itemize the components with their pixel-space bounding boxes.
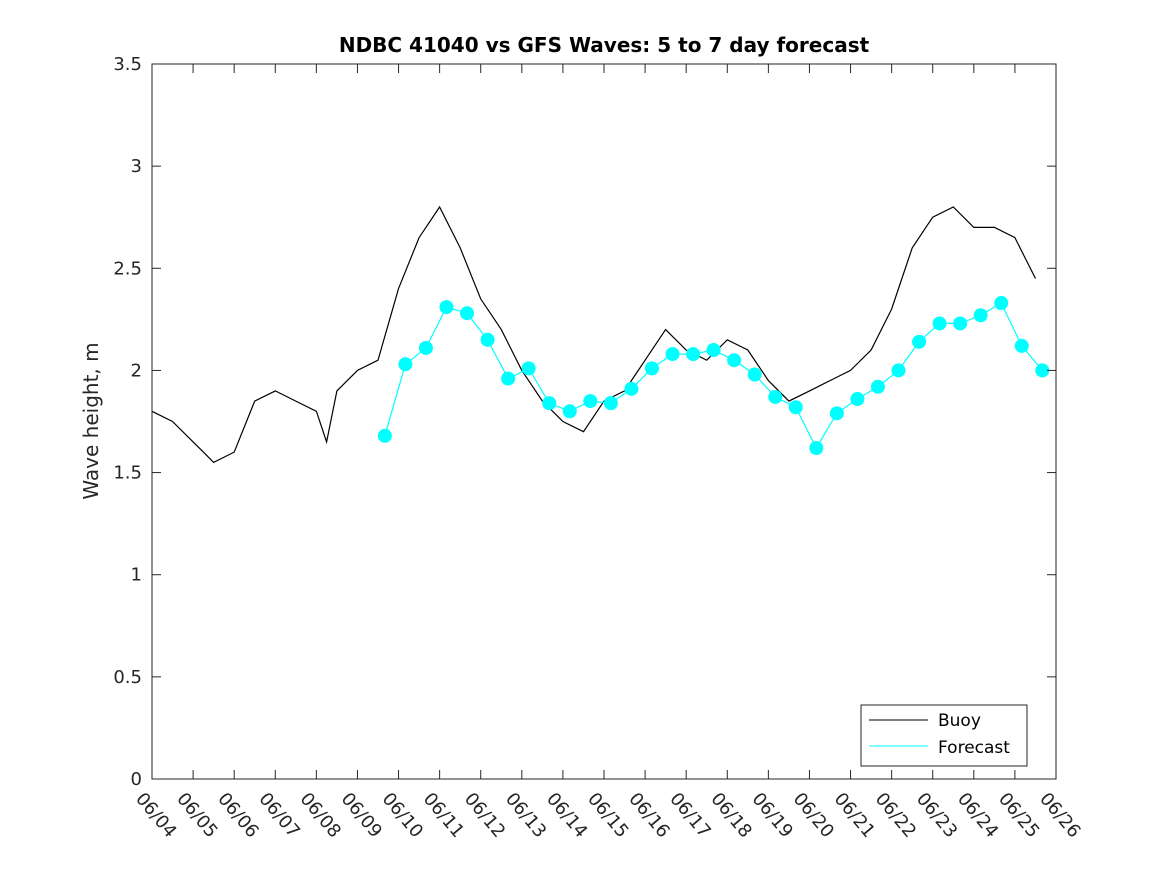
forecast-point-32 [1035,363,1050,378]
forecast-point-2 [418,340,433,355]
forecast-point-31 [1014,338,1029,353]
series-line-buoy [151,205,1037,464]
y-tick-label-1: 0.5 [113,667,142,688]
marks-layer [151,205,1050,464]
y-tick-label-6: 3 [131,156,142,177]
x-tick-label-10: 06/14 [542,789,591,842]
x-tick-label-5: 06/09 [337,789,386,842]
forecast-point-14 [665,347,680,362]
x-tick-label-11: 06/15 [583,789,632,842]
x-tick-label-6: 06/10 [378,789,427,842]
forecast-point-21 [809,441,824,456]
x-tick-label-18: 06/22 [871,789,920,842]
forecast-point-9 [562,404,577,419]
x-tick-label-12: 06/16 [624,789,673,842]
x-tick-label-9: 06/13 [501,789,550,842]
x-tick-label-22: 06/26 [1035,789,1084,842]
forecast-point-20 [788,400,803,415]
x-tick-label-20: 06/24 [953,789,1002,842]
x-tick-label-13: 06/17 [665,789,714,842]
forecast-point-28 [953,316,968,331]
forecast-point-4 [460,306,475,321]
x-tick-label-7: 06/11 [419,789,468,842]
forecast-point-11 [603,396,618,411]
forecast-point-16 [706,343,721,357]
forecast-point-12 [624,381,639,396]
legend-box [860,704,1028,767]
y-tick-label-3: 1.5 [113,463,142,484]
x-tick-label-4: 06/08 [296,789,345,842]
y-tick-label-7: 3.5 [113,54,142,75]
x-tick-label-0: 06/04 [131,789,180,842]
x-tick-label-21: 06/25 [994,789,1043,842]
forecast-point-5 [480,332,495,347]
y-axis-label: Wave height, m [79,342,103,499]
forecast-point-15 [686,347,701,362]
forecast-point-25 [891,363,906,378]
forecast-point-27 [932,316,947,331]
x-tick-label-8: 06/12 [460,789,509,842]
plot-area [152,64,1056,779]
forecast-point-8 [542,396,557,411]
legend: Buoy Forecast [860,704,1028,767]
forecast-point-19 [768,389,783,404]
legend-buoy-label: Buoy [938,711,981,731]
y-tick-label-5: 2.5 [113,258,142,279]
forecast-point-6 [501,371,516,386]
forecast-point-7 [521,361,536,376]
x-tick-label-14: 06/18 [706,789,755,842]
forecast-point-13 [644,361,659,376]
forecast-point-10 [583,394,598,409]
y-tick-label-2: 1 [131,565,142,586]
forecast-point-17 [727,353,742,368]
forecast-point-0 [377,428,392,443]
y-tick-label-4: 2 [131,360,142,381]
forecast-point-3 [439,300,454,315]
forecast-point-30 [994,296,1009,311]
x-tick-label-1: 06/05 [172,789,221,842]
forecast-point-22 [829,406,844,421]
forecast-point-18 [747,367,762,382]
legend-forecast-label: Forecast [938,738,1010,758]
y-tick-label-0: 0 [131,769,142,790]
chart-title: NDBC 41040 vs GFS Waves: 5 to 7 day fore… [339,33,870,57]
x-tick-label-2: 06/06 [213,789,262,842]
forecast-point-24 [870,379,885,394]
x-tick-label-19: 06/23 [912,789,961,842]
forecast-point-29 [973,308,988,323]
x-tick-label-3: 06/07 [254,789,303,842]
forecast-point-23 [850,392,865,407]
x-tick-label-15: 06/19 [748,789,797,842]
x-tick-label-16: 06/20 [789,789,838,842]
forecast-point-1 [398,357,413,372]
x-tick-label-17: 06/21 [830,789,879,842]
forecast-point-26 [912,334,927,349]
